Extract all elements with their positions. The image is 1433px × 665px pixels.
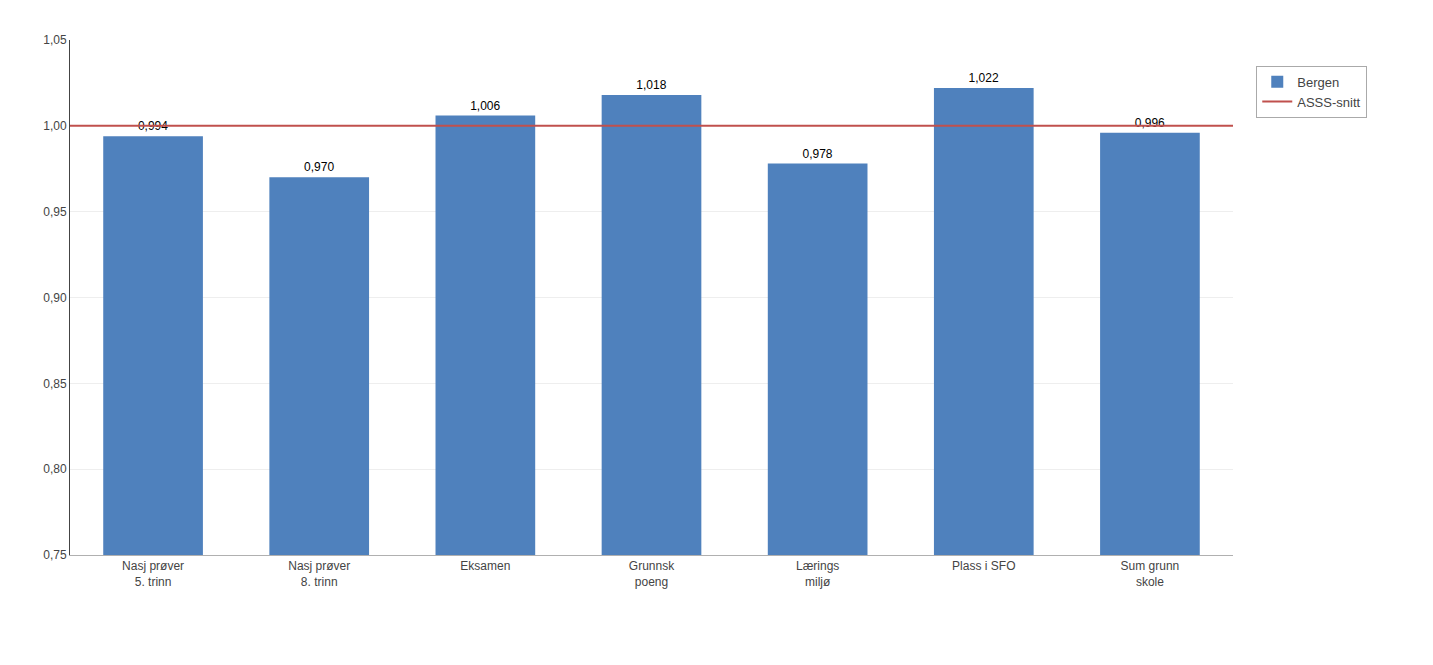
- svg-text:1,018: 1,018: [636, 78, 666, 92]
- svg-text:Sum grunnskole: Sum grunnskole: [1121, 559, 1180, 589]
- svg-text:0,75: 0,75: [43, 548, 67, 562]
- svg-text:Nasj prøver5. trinn: Nasj prøver5. trinn: [122, 559, 184, 589]
- svg-text:1,022: 1,022: [969, 71, 999, 85]
- svg-text:0,996: 0,996: [1135, 116, 1165, 130]
- svg-text:0,80: 0,80: [43, 462, 67, 476]
- svg-text:1,05: 1,05: [43, 33, 67, 47]
- svg-text:0,970: 0,970: [304, 160, 334, 174]
- svg-text:1,00: 1,00: [43, 119, 67, 133]
- svg-text:0,994: 0,994: [138, 119, 168, 133]
- svg-text:0,85: 0,85: [43, 377, 67, 391]
- svg-text:0,90: 0,90: [43, 291, 67, 305]
- svg-text:ASSS-snitt: ASSS-snitt: [1297, 95, 1360, 110]
- svg-text:0,95: 0,95: [43, 205, 67, 219]
- svg-text:Nasj prøver8. trinn: Nasj prøver8. trinn: [288, 559, 350, 589]
- svg-text:Bergen: Bergen: [1297, 75, 1339, 90]
- svg-text:Eksamen: Eksamen: [460, 559, 510, 573]
- svg-text:Grunnskpoeng: Grunnskpoeng: [629, 559, 675, 589]
- svg-text:Plass i SFO: Plass i SFO: [952, 559, 1015, 573]
- svg-text:1,006: 1,006: [470, 99, 500, 113]
- svg-text:0,978: 0,978: [802, 147, 832, 161]
- svg-text:Læringsmiljø: Læringsmiljø: [796, 559, 839, 589]
